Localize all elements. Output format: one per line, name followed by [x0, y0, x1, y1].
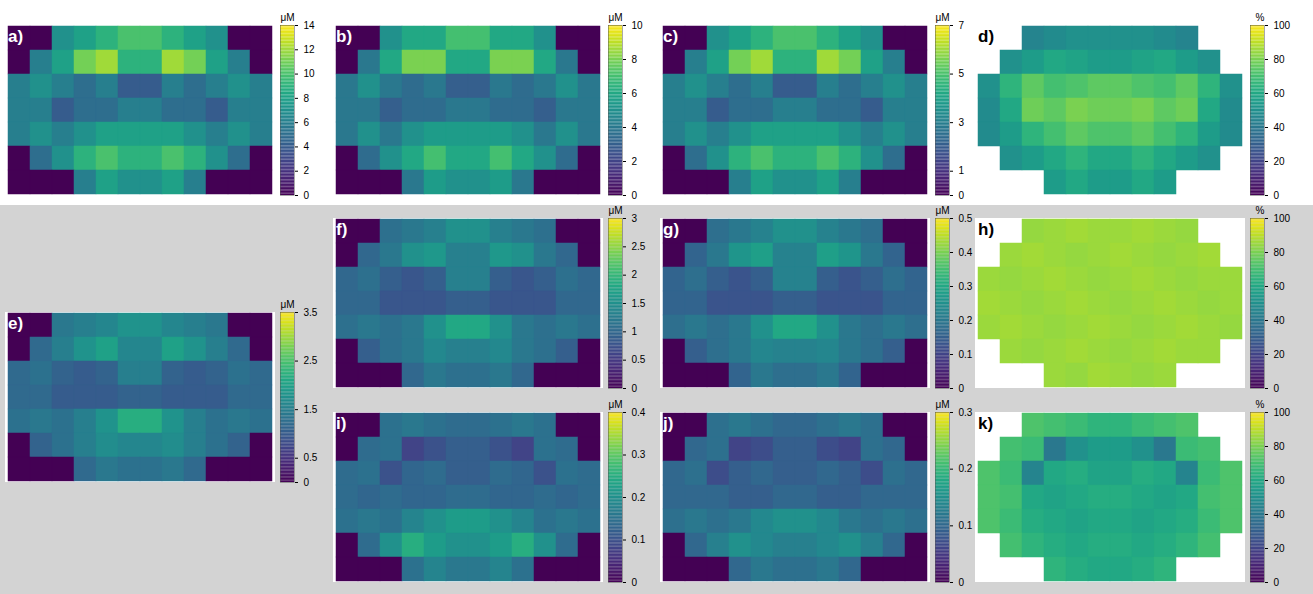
svg-text:40: 40	[1274, 122, 1286, 133]
svg-text:0.4: 0.4	[632, 407, 646, 418]
html-text:g): g)	[663, 220, 679, 239]
svg-text:2.5: 2.5	[304, 355, 318, 366]
svg-text:μM: μM	[935, 399, 949, 410]
svg-text:4: 4	[632, 122, 638, 133]
svg-text:3: 3	[632, 213, 638, 224]
svg-text:μM: μM	[608, 205, 622, 216]
svg-text:%: %	[1256, 12, 1265, 23]
svg-text:4: 4	[304, 141, 310, 152]
svg-text:%: %	[1256, 205, 1265, 216]
svg-text:0: 0	[959, 577, 965, 588]
svg-text:60: 60	[1274, 281, 1286, 292]
html-text:h): h)	[978, 220, 994, 239]
svg-text:μM: μM	[280, 299, 294, 310]
svg-text:0: 0	[632, 190, 638, 201]
svg-text:7: 7	[959, 20, 965, 31]
svg-text:0: 0	[304, 190, 310, 201]
svg-text:0.3: 0.3	[632, 449, 646, 460]
svg-text:3.5: 3.5	[304, 307, 318, 318]
svg-text:0: 0	[959, 383, 965, 394]
svg-text:0.5: 0.5	[959, 213, 973, 224]
svg-text:μM: μM	[608, 399, 622, 410]
svg-text:8: 8	[304, 93, 310, 104]
svg-text:0.2: 0.2	[959, 315, 973, 326]
svg-text:0: 0	[1274, 577, 1280, 588]
svg-text:100: 100	[1274, 20, 1291, 31]
svg-text:10: 10	[304, 68, 316, 79]
svg-text:100: 100	[1274, 213, 1291, 224]
svg-text:20: 20	[1274, 156, 1286, 167]
svg-text:1: 1	[959, 165, 965, 176]
svg-text:μM: μM	[280, 12, 294, 23]
html-text:c): c)	[663, 27, 679, 46]
svg-text:60: 60	[1274, 475, 1286, 486]
svg-text:0: 0	[632, 577, 638, 588]
svg-text:0: 0	[632, 383, 638, 394]
svg-text:μM: μM	[608, 12, 622, 23]
svg-text:0: 0	[1274, 190, 1280, 201]
html-text:b): b)	[336, 27, 352, 46]
html-text:k): k)	[978, 414, 994, 433]
svg-text:0: 0	[304, 477, 310, 488]
svg-text:100: 100	[1274, 407, 1291, 418]
svg-text:2: 2	[632, 269, 638, 280]
svg-text:40: 40	[1274, 509, 1286, 520]
html-text:j): j)	[663, 414, 674, 433]
svg-text:μM: μM	[935, 205, 949, 216]
svg-text:6: 6	[304, 117, 310, 128]
svg-text:1: 1	[632, 326, 638, 337]
svg-text:10: 10	[632, 20, 644, 31]
svg-text:80: 80	[1274, 441, 1286, 452]
svg-text:6: 6	[632, 88, 638, 99]
svg-text:μM: μM	[935, 12, 949, 23]
svg-text:0.5: 0.5	[632, 354, 646, 365]
svg-text:20: 20	[1274, 543, 1286, 554]
svg-text:0.1: 0.1	[632, 534, 646, 545]
svg-text:3: 3	[959, 117, 965, 128]
html-text:a): a)	[8, 27, 24, 46]
svg-text:0.1: 0.1	[959, 349, 973, 360]
svg-text:12: 12	[304, 44, 316, 55]
svg-text:0: 0	[1274, 383, 1280, 394]
svg-text:2: 2	[632, 156, 638, 167]
svg-text:1.5: 1.5	[304, 404, 318, 415]
svg-text:%: %	[1256, 399, 1265, 410]
svg-text:80: 80	[1274, 54, 1286, 65]
html-text:f): f)	[336, 220, 348, 239]
svg-text:40: 40	[1274, 315, 1286, 326]
html-text:e): e)	[8, 314, 24, 333]
svg-text:0.2: 0.2	[959, 463, 973, 474]
svg-text:0.4: 0.4	[959, 247, 973, 258]
svg-text:80: 80	[1274, 247, 1286, 258]
svg-text:20: 20	[1274, 349, 1286, 360]
svg-text:0.3: 0.3	[959, 281, 973, 292]
svg-text:5: 5	[959, 68, 965, 79]
svg-text:0.5: 0.5	[304, 452, 318, 463]
svg-text:2.5: 2.5	[632, 241, 646, 252]
svg-text:8: 8	[632, 54, 638, 65]
svg-text:1.5: 1.5	[632, 298, 646, 309]
svg-text:0.3: 0.3	[959, 407, 973, 418]
svg-text:0.1: 0.1	[959, 520, 973, 531]
svg-text:2: 2	[304, 165, 310, 176]
svg-text:14: 14	[304, 20, 316, 31]
svg-text:0: 0	[959, 190, 965, 201]
html-text:i): i)	[336, 414, 347, 433]
html-text:d): d)	[978, 27, 994, 46]
svg-text:0.2: 0.2	[632, 492, 646, 503]
svg-text:60: 60	[1274, 88, 1286, 99]
